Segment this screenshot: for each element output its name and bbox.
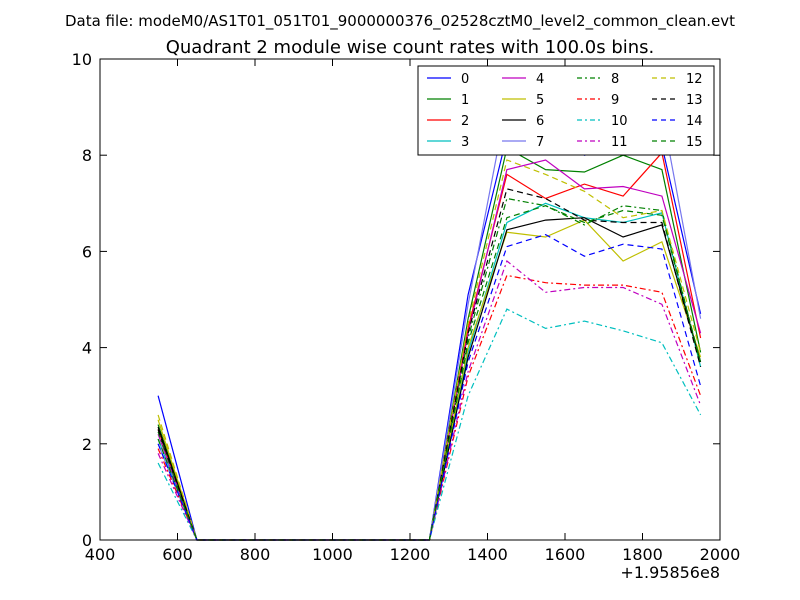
legend-label-1: 1 xyxy=(461,93,469,108)
x-tick-label: 2000 xyxy=(700,545,741,564)
x-tick-label: 1000 xyxy=(312,545,353,564)
x-tick-label: 800 xyxy=(240,545,271,564)
series-line-7 xyxy=(157,101,702,541)
series-line-3 xyxy=(157,202,702,541)
series-line-0 xyxy=(157,130,702,541)
series-line-11 xyxy=(157,259,702,541)
x-tick-label: 1800 xyxy=(622,545,663,564)
series-line-9 xyxy=(157,274,702,541)
legend-label-8: 8 xyxy=(611,72,619,87)
x-tick-label: 1400 xyxy=(467,545,508,564)
legend-label-10: 10 xyxy=(611,114,628,129)
legend-label-13: 13 xyxy=(686,93,703,108)
legend-label-4: 4 xyxy=(536,72,544,87)
legend-label-5: 5 xyxy=(536,93,544,108)
series-line-12 xyxy=(157,159,702,541)
series-line-6 xyxy=(157,217,702,541)
series-line-15 xyxy=(157,205,702,541)
legend-label-7: 7 xyxy=(536,135,544,150)
y-tick-label: 10 xyxy=(72,50,92,69)
legend-label-11: 11 xyxy=(611,135,628,150)
suptitle: Data file: modeM0/AS1T01_051T01_90000003… xyxy=(65,12,735,31)
plot-frame xyxy=(99,58,721,541)
legend-label-0: 0 xyxy=(461,72,469,87)
series-line-4 xyxy=(157,159,702,541)
series-line-5 xyxy=(157,219,702,541)
legend-label-14: 14 xyxy=(686,114,703,129)
legend-label-15: 15 xyxy=(686,135,703,150)
legend-label-2: 2 xyxy=(461,114,469,129)
y-tick-label: 0 xyxy=(82,531,92,550)
y-tick-label: 4 xyxy=(82,339,92,358)
y-tick-label: 8 xyxy=(82,146,92,165)
series-line-1 xyxy=(157,147,702,541)
series-line-2 xyxy=(157,151,702,541)
x-tick-label: 1200 xyxy=(390,545,431,564)
series-line-13 xyxy=(157,188,702,541)
series-lines xyxy=(157,101,702,541)
series-line-14 xyxy=(157,233,702,541)
legend-label-9: 9 xyxy=(611,93,619,108)
legend-label-6: 6 xyxy=(536,114,544,129)
chart-title: Quadrant 2 module wise count rates with … xyxy=(166,37,655,58)
legend-label-3: 3 xyxy=(461,135,469,150)
x-tick-label: 400 xyxy=(85,545,116,564)
y-tick-label: 2 xyxy=(82,435,92,454)
x-tick-label: 1600 xyxy=(545,545,586,564)
series-line-8 xyxy=(157,197,702,541)
y-tick-label: 6 xyxy=(82,242,92,261)
x-offset-label: +1.95856e8 xyxy=(620,563,720,582)
x-tick-label: 600 xyxy=(162,545,193,564)
series-line-10 xyxy=(157,308,702,541)
legend-box xyxy=(417,65,715,156)
legend-label-12: 12 xyxy=(686,72,703,87)
